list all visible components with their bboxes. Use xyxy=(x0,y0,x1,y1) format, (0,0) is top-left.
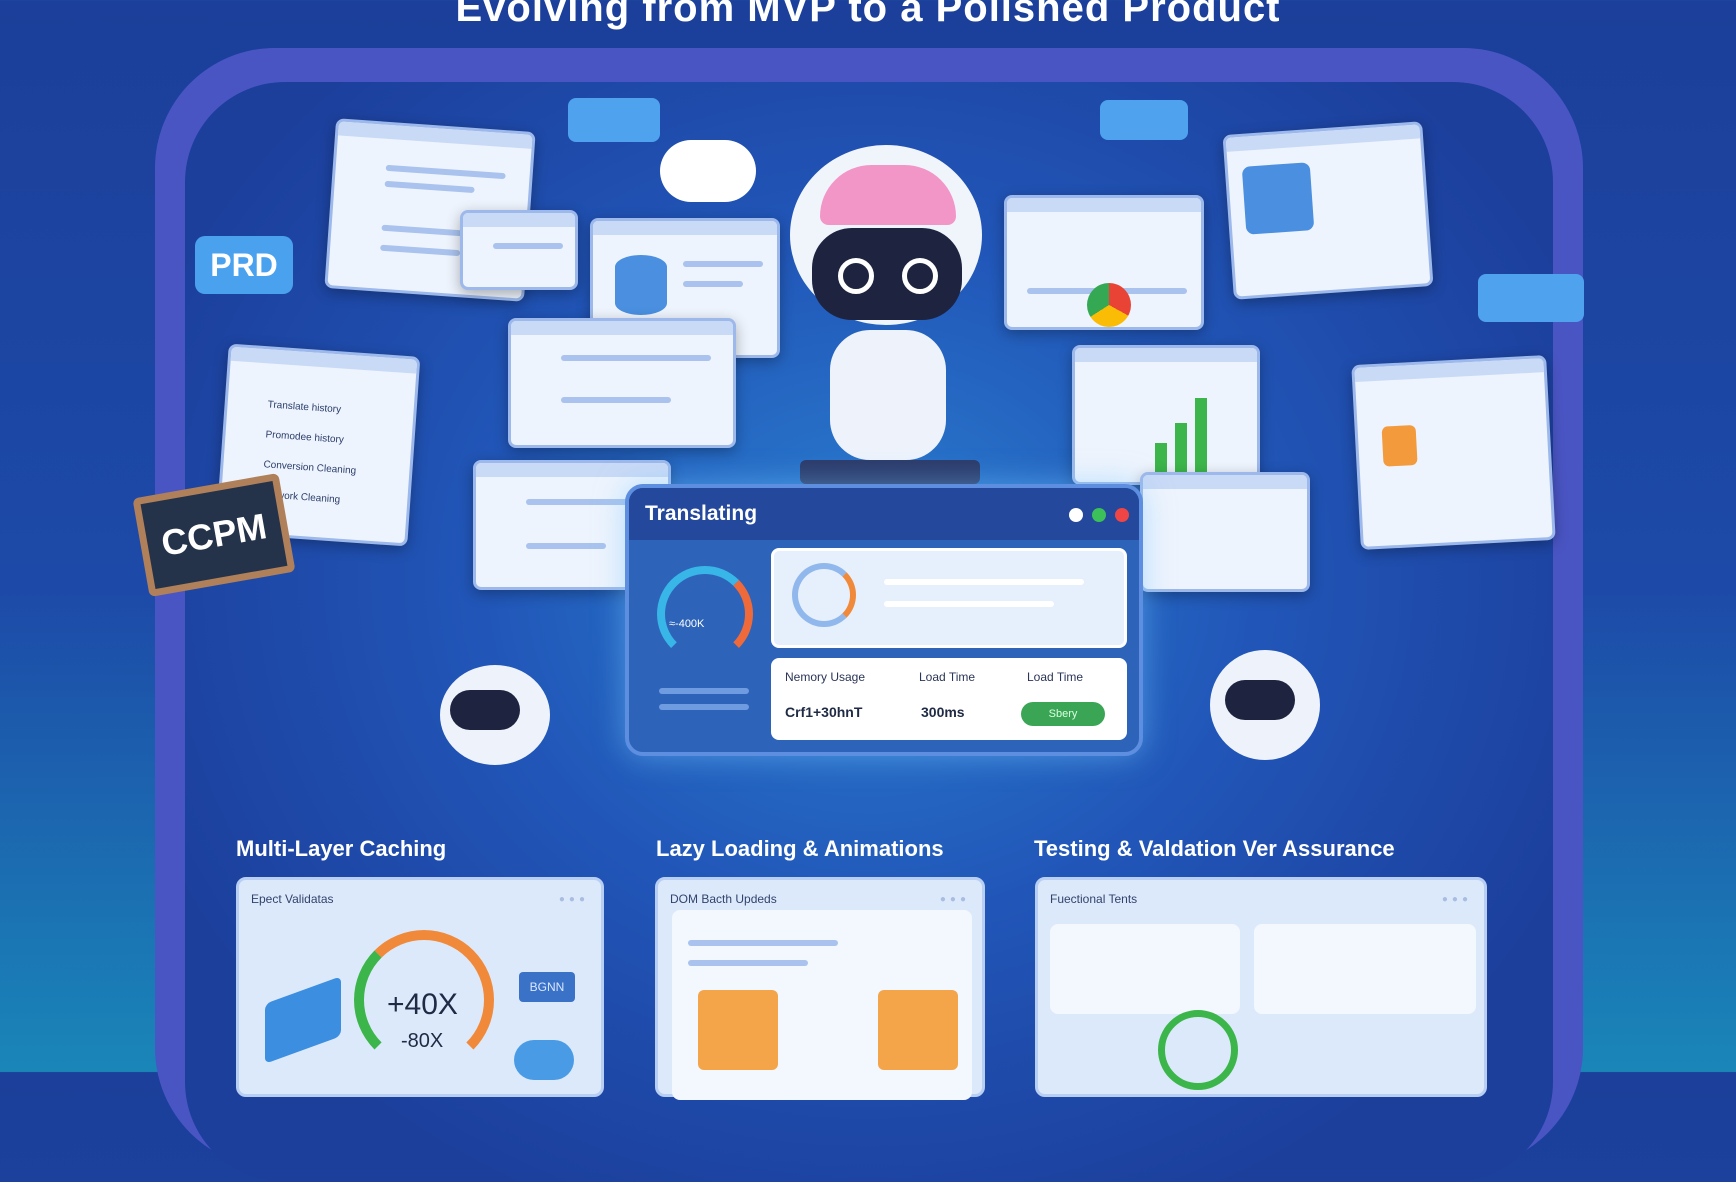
window-controls: ●●● xyxy=(1441,894,1472,905)
stat-value: Crf1+30hnT xyxy=(785,704,863,720)
status-button[interactable]: Sbery xyxy=(1021,702,1105,726)
robot-face xyxy=(1225,680,1295,720)
robot-eye xyxy=(902,258,938,294)
growth-chart-window xyxy=(1072,345,1260,485)
layers-icon xyxy=(265,976,341,1064)
translating-window: Translating ≈-400K Nemory Usage Crf1+30h… xyxy=(625,484,1143,756)
robot-body xyxy=(830,330,946,460)
testing-card: Fuectional Tents ●●● xyxy=(1035,877,1487,1097)
window-title: Translating xyxy=(629,488,1139,540)
chip: BGNN xyxy=(519,972,575,1002)
window-controls: ●●● xyxy=(558,894,589,905)
window-control[interactable] xyxy=(1092,508,1106,522)
chat-bubble-icon xyxy=(568,98,660,142)
section-heading: Testing & Valdation Ver Assurance xyxy=(1034,836,1395,861)
box-icon xyxy=(698,990,778,1070)
keyboard xyxy=(800,460,980,484)
cloud-icon xyxy=(660,140,756,202)
window-control[interactable] xyxy=(1115,508,1129,522)
lazy-loading-card: DOM Bacth Updeds ●●● xyxy=(655,877,985,1100)
line-chart xyxy=(1050,924,1240,1014)
magnifier-icon xyxy=(1158,1010,1238,1090)
feedback-window xyxy=(1351,355,1556,550)
chat-bubble-icon xyxy=(1100,100,1188,140)
speed-gauge xyxy=(657,566,753,662)
thumbs-up-icon xyxy=(1381,424,1418,467)
dashboard-window xyxy=(1222,121,1434,300)
window-controls: ●●● xyxy=(939,894,970,905)
user-card xyxy=(1254,924,1476,1014)
stat-label: Nemory Usage xyxy=(785,670,866,684)
chat-bubble-icon xyxy=(1478,274,1584,322)
page-title: Evolving from MVP to a Polished Product xyxy=(455,0,1281,30)
chart-bar xyxy=(1195,398,1207,478)
card-title: Epect Validatas xyxy=(251,892,334,906)
robot-face xyxy=(812,228,962,320)
gauge-label: ≈-400K xyxy=(669,618,705,630)
window-control[interactable] xyxy=(1069,508,1083,522)
card-title: DOM Bacth Updeds xyxy=(670,892,777,906)
speed-gauge xyxy=(354,930,494,1070)
database-icon xyxy=(615,255,667,315)
chart-bar xyxy=(1175,423,1187,478)
floating-window xyxy=(1140,472,1310,592)
stats-card: Nemory Usage Crf1+30hnT Load Time 300ms … xyxy=(771,658,1127,740)
robot-face xyxy=(450,690,520,730)
brain-icon xyxy=(820,165,956,225)
floating-window xyxy=(460,210,578,290)
robot-eye xyxy=(838,258,874,294)
floating-window xyxy=(508,318,736,448)
gauge-value: +40X xyxy=(387,988,458,1021)
chart-tile xyxy=(1241,162,1315,235)
stat-label: Load Time xyxy=(1027,670,1084,684)
progress-card xyxy=(771,548,1127,648)
caching-card: Epect Validatas ●●● +40X -80X BGNN xyxy=(236,877,604,1097)
section-heading: Multi-Layer Caching xyxy=(236,836,447,861)
stat-label: Load Time xyxy=(919,670,976,684)
stat-value: 300ms xyxy=(921,704,965,720)
database-window xyxy=(590,218,780,358)
prd-badge: PRD xyxy=(195,236,293,294)
section-heading: Lazy Loading & Animations xyxy=(656,836,944,861)
cloud-icon xyxy=(514,1040,574,1080)
card-title: Fuectional Tents xyxy=(1050,892,1138,906)
documents-window xyxy=(1004,195,1204,330)
gauge-value: -80X xyxy=(401,1030,444,1052)
box-icon xyxy=(878,990,958,1070)
browser-icon xyxy=(1087,283,1131,327)
chart-bar xyxy=(1155,443,1167,478)
